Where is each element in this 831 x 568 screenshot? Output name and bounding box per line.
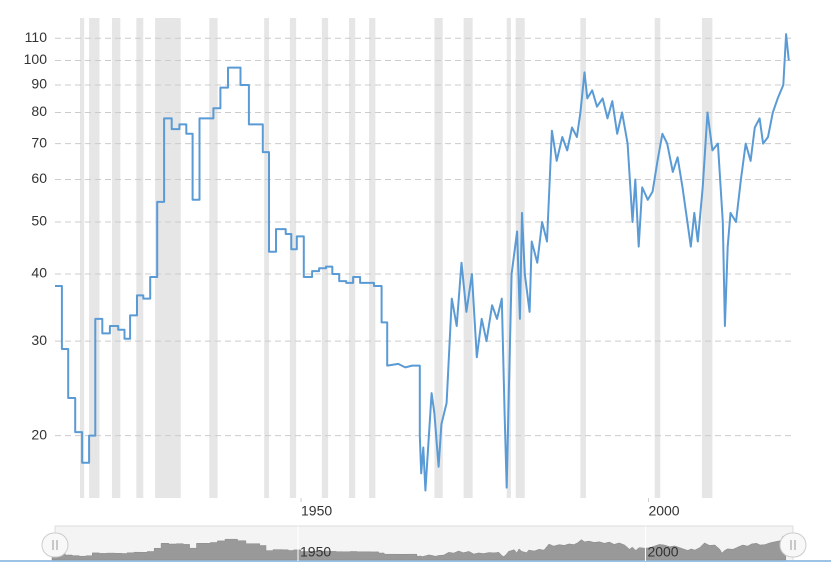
shaded-band (369, 18, 376, 498)
shaded-band (155, 18, 181, 498)
y-tick-label: 90 (31, 76, 47, 92)
shaded-band (209, 18, 218, 498)
shaded-band (654, 18, 661, 498)
y-tick-label: 20 (31, 426, 47, 442)
shaded-band (80, 18, 85, 498)
shaded-band (136, 18, 144, 498)
shaded-band (321, 18, 329, 498)
y-tick-label: 50 (31, 213, 47, 229)
shaded-band (289, 18, 297, 498)
navigator-handle[interactable] (779, 532, 807, 558)
y-tick-label: 30 (31, 332, 47, 348)
shaded-band (506, 18, 511, 498)
y-tick-label: 70 (31, 134, 47, 150)
navigator-tick-label: 2000 (647, 544, 678, 560)
x-tick-label: 2000 (648, 503, 679, 519)
y-tick-label: 60 (31, 170, 47, 186)
navigator: 1950 2000 (0, 525, 831, 562)
navigator-handle[interactable] (41, 532, 69, 558)
y-tick-label: 110 (25, 29, 48, 45)
shaded-band (580, 18, 586, 498)
band-layer (80, 18, 713, 498)
shaded-band (89, 18, 100, 498)
axis-layer: 20 30 40 50 60 70 80 90 100 110 1950 2000 (24, 29, 680, 519)
navigator-handles (41, 532, 807, 558)
grid-layer (55, 37, 793, 437)
navigator-area (51, 535, 787, 561)
shaded-band (348, 18, 356, 498)
plot-layer (55, 33, 790, 492)
x-tick-label: 1950 (301, 503, 332, 519)
y-tick-label: 40 (31, 265, 47, 281)
shaded-band (701, 18, 713, 498)
shaded-band (264, 18, 270, 498)
price-line (55, 33, 790, 492)
shaded-band (463, 18, 473, 498)
shaded-band (111, 18, 121, 498)
y-tick-label: 100 (24, 51, 48, 67)
shaded-band (434, 18, 443, 498)
navigator-tick-label: 1950 (300, 544, 331, 560)
y-tick-label: 80 (31, 103, 47, 119)
